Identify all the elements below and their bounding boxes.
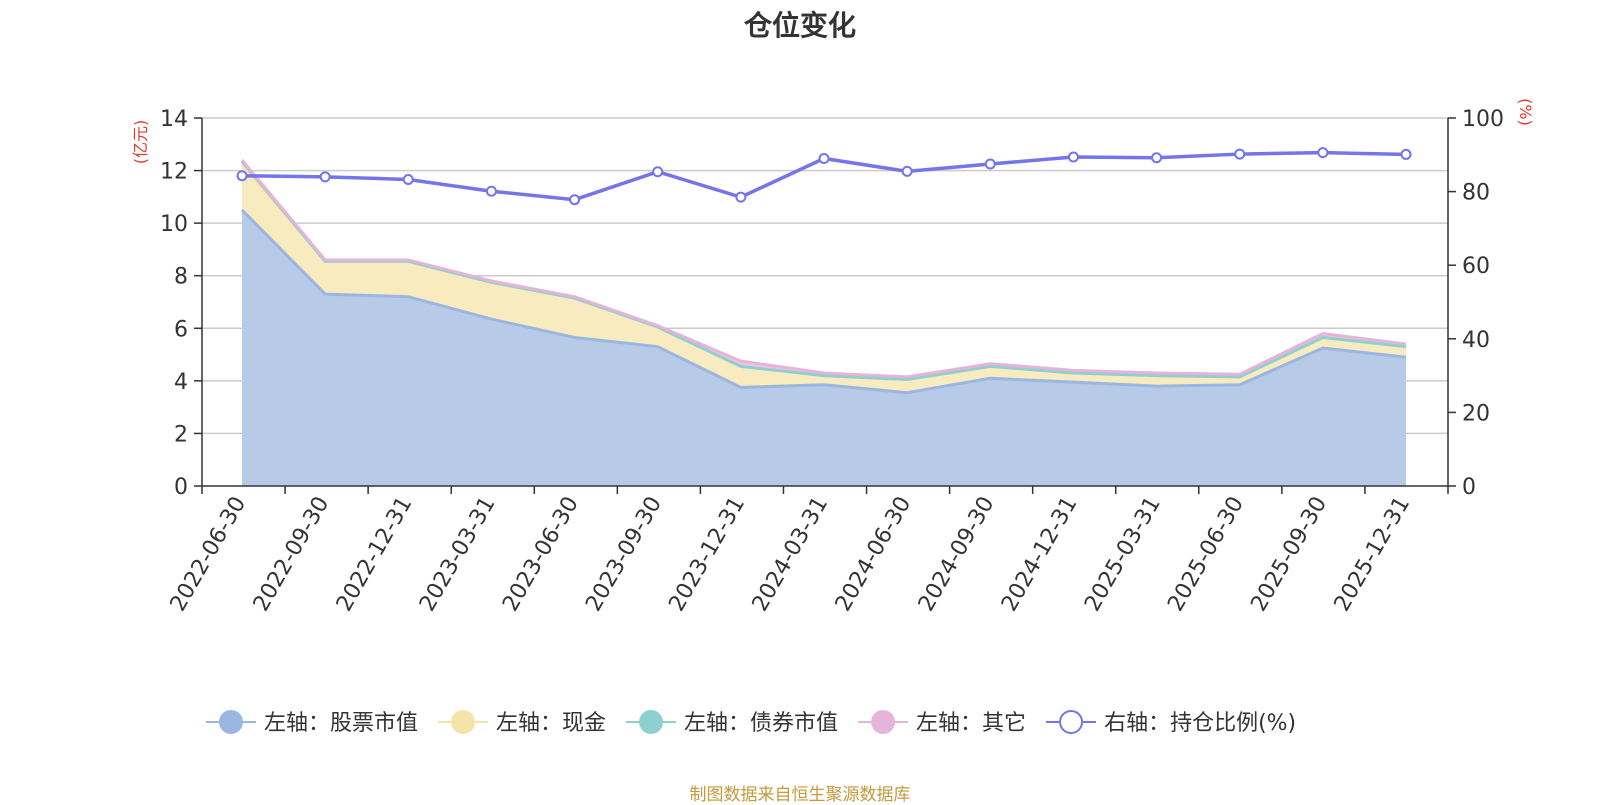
x-tick-label: 2023-03-31 xyxy=(415,493,501,616)
left-tick-label: 8 xyxy=(174,265,188,290)
right-tick-label: 40 xyxy=(1462,328,1490,353)
x-tick-label: 2022-06-30 xyxy=(166,493,252,616)
legend-marker xyxy=(1059,710,1084,734)
area-border-3 xyxy=(240,159,1407,379)
right-tick-label: 80 xyxy=(1462,181,1490,206)
left-tick-label: 0 xyxy=(174,475,188,500)
left-axis-unit: (亿元) xyxy=(131,120,150,165)
left-tick-label: 6 xyxy=(174,317,188,342)
right-tick-label: 60 xyxy=(1462,254,1490,279)
legend: 左轴：股票市值 左轴：现金 左轴：债券市值 左轴：其它 右轴：持仓比例(%) xyxy=(206,710,1296,736)
x-tick-label: 2024-03-31 xyxy=(748,493,834,616)
right-axis-unit: (%) xyxy=(1516,98,1535,126)
legend-label: 左轴：债券市值 xyxy=(684,711,838,736)
right-tick-label: 20 xyxy=(1462,401,1490,426)
x-tick-label: 2025-03-31 xyxy=(1080,493,1166,616)
x-tick-label: 2025-12-31 xyxy=(1330,493,1416,616)
left-tick-label: 2 xyxy=(174,422,188,447)
x-tick-label: 2025-06-30 xyxy=(1163,493,1249,616)
legend-label: 左轴：其它 xyxy=(916,711,1026,736)
x-tick-label: 2023-06-30 xyxy=(498,493,584,616)
ratio-point xyxy=(901,165,913,177)
legend-marker xyxy=(639,710,664,734)
ratio-point xyxy=(569,194,581,206)
ratio-point xyxy=(1151,152,1163,164)
legend-marker xyxy=(451,710,476,734)
x-tick-label: 2024-12-31 xyxy=(997,493,1083,616)
x-tick-label: 2024-09-30 xyxy=(914,492,1000,615)
legend-marker xyxy=(871,710,896,734)
legend-label: 右轴：持仓比例(%) xyxy=(1104,711,1296,736)
ratio-point xyxy=(402,173,414,185)
ratio-point xyxy=(319,171,331,183)
ratio-point xyxy=(1400,148,1412,160)
left-tick-label: 10 xyxy=(160,212,188,237)
ratio-point xyxy=(1067,151,1079,163)
ratio-point xyxy=(984,158,996,170)
ratio-point xyxy=(485,185,497,197)
source-note: 制图数据来自恒生聚源数据库 xyxy=(689,785,911,805)
ratio-point xyxy=(818,152,830,164)
right-tick-label: 100 xyxy=(1462,107,1504,132)
x-tick-label: 2025-09-30 xyxy=(1246,493,1332,616)
ratio-point xyxy=(236,170,248,182)
area-0 xyxy=(242,210,1406,486)
legend-label: 左轴：股票市值 xyxy=(264,711,418,736)
ratio-point xyxy=(652,166,664,178)
x-tick-label: 2022-12-31 xyxy=(332,493,418,616)
position-ratio-line xyxy=(236,147,1412,206)
ratio-point xyxy=(1317,147,1329,159)
legend-label: 左轴：现金 xyxy=(496,711,606,736)
chart-title: 仓位变化 xyxy=(743,9,856,42)
area-border-0 xyxy=(240,208,1407,395)
ratio-point xyxy=(1234,148,1246,160)
x-tick-label: 2022-09-30 xyxy=(249,493,335,616)
left-tick-label: 14 xyxy=(160,107,188,132)
x-tick-label: 2023-12-31 xyxy=(664,493,750,616)
right-tick-label: 0 xyxy=(1462,475,1476,500)
ratio-point xyxy=(735,191,747,203)
left-tick-label: 4 xyxy=(174,370,188,395)
legend-marker xyxy=(219,710,243,734)
stacked-areas xyxy=(240,159,1407,486)
x-tick-label: 2024-06-30 xyxy=(831,492,917,615)
left-tick-label: 12 xyxy=(160,160,188,185)
x-tick-label: 2023-09-30 xyxy=(581,493,667,616)
